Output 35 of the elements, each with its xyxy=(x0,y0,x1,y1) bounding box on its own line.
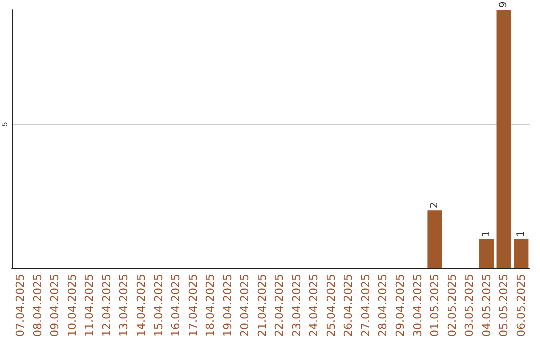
x-tick-label: 12.04.2025 xyxy=(100,274,114,338)
data-label: 1 xyxy=(481,230,492,238)
x-tick-label: 08.04.2025 xyxy=(31,274,44,338)
x-tick-label: 01.05.2025 xyxy=(428,274,442,338)
x-tick-label: 24.04.2025 xyxy=(308,274,321,338)
x-tick-label: 19.04.2025 xyxy=(221,274,234,338)
x-tick-label: 21.04.2025 xyxy=(256,274,269,338)
x-tick-label: 20.04.2025 xyxy=(238,274,252,338)
x-tick-label: 28.04.2025 xyxy=(376,274,390,338)
x-tick-label: 06.05.2025 xyxy=(514,274,528,338)
x-tick-label: 05.05.2025 xyxy=(498,274,511,338)
data-label: 9 xyxy=(498,2,510,8)
data-label: 2 xyxy=(430,202,441,209)
x-tick-label: 29.04.2025 xyxy=(394,274,407,338)
x-tick-label: 23.04.2025 xyxy=(290,274,304,338)
x-tick-label: 07.04.2025 xyxy=(14,274,28,338)
x-tick-label: 15.04.2025 xyxy=(152,274,166,338)
x-tick-label: 10.04.2025 xyxy=(66,274,79,338)
x-tick-label: 22.04.2025 xyxy=(273,274,286,338)
x-tick-label: 09.04.2025 xyxy=(48,274,62,338)
x-tick-label: 11.04.2025 xyxy=(83,274,96,338)
x-tick-label: 04.05.2025 xyxy=(480,274,494,338)
y-tick-label: 5 xyxy=(0,122,10,127)
x-tick-label: 30.04.2025 xyxy=(411,274,424,338)
x-tick-label: 02.05.2025 xyxy=(446,274,459,338)
x-tick-label: 18.04.2025 xyxy=(204,274,218,338)
x-tick-label: 14.04.2025 xyxy=(135,274,148,338)
data-label: 1 xyxy=(516,230,527,238)
x-tick-label: 16.04.2025 xyxy=(170,274,183,338)
x-tick-label: 17.04.2025 xyxy=(186,274,200,338)
x-tick-label: 03.05.2025 xyxy=(463,274,476,338)
x-tick-label: 25.04.2025 xyxy=(324,274,338,338)
x-tick-label: 26.04.2025 xyxy=(342,274,356,338)
x-tick-label: 27.04.2025 xyxy=(359,274,372,338)
x-tick-label: 13.04.2025 xyxy=(118,274,131,338)
